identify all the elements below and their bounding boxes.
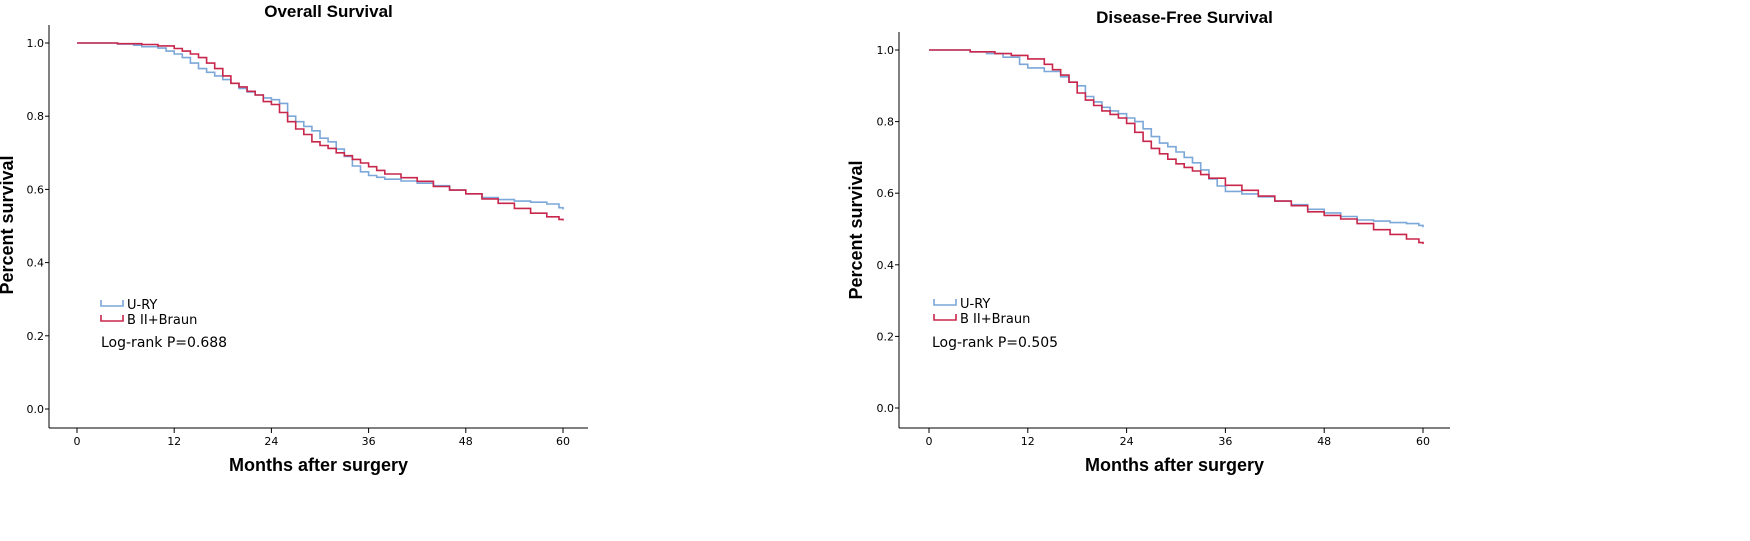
series-line-u-ry: [929, 49, 1424, 228]
x-tick-label: 12: [1021, 435, 1035, 448]
y-tick-label: 0.4: [27, 257, 45, 270]
chart-panel-1: Overall Survival 0 12 24 36 48 60 0.0 0.2 0.4 0.6 0…: [0, 2, 588, 475]
series-line-u-ry: [77, 42, 564, 210]
x-axis-title: Months after surgery: [229, 455, 408, 475]
chart-panel-2: Disease-Free Survival 0 12 24 36 48 60 0.0 0.2 0.…: [846, 8, 1450, 475]
x-tick-label: 60: [556, 435, 570, 448]
y-tick-label: 0.2: [877, 330, 895, 343]
legend-label: U-RY: [960, 297, 990, 312]
y-axis-title: Percent survival: [0, 155, 17, 294]
legend-swatch: [933, 299, 957, 306]
series-line-b-ii-braun: [929, 49, 1424, 244]
y-tick-label: 0.6: [877, 187, 895, 200]
x-tick-label: 48: [1317, 435, 1331, 448]
legend-swatch: [100, 315, 124, 322]
x-axis-title: Months after surgery: [1085, 455, 1264, 475]
x-tick-label: 48: [459, 435, 473, 448]
y-tick-label: 0.0: [877, 402, 895, 415]
legend-label: B II+Braun: [127, 313, 197, 328]
y-tick-label: 1.0: [27, 37, 45, 50]
log-rank-annotation: Log-rank P=0.688: [101, 335, 227, 351]
y-tick-label: 0.4: [877, 259, 895, 272]
chart-title: Overall Survival: [264, 2, 393, 21]
x-tick-label: 0: [926, 435, 933, 448]
log-rank-annotation: Log-rank P=0.505: [932, 335, 1058, 351]
y-tick-label: 0.8: [877, 116, 895, 129]
legend-label: U-RY: [127, 298, 157, 313]
x-tick-label: 36: [1218, 435, 1232, 448]
legend-swatch: [100, 300, 124, 307]
legend-swatch: [933, 314, 957, 321]
y-tick-label: 0.6: [27, 183, 45, 196]
y-tick-label: 0.0: [27, 403, 45, 416]
y-tick-label: 1.0: [877, 44, 895, 57]
x-tick-label: 24: [264, 435, 278, 448]
x-tick-label: 36: [362, 435, 376, 448]
x-tick-label: 60: [1416, 435, 1430, 448]
legend-label: B II+Braun: [960, 312, 1030, 327]
series-line-b-ii-braun: [77, 42, 564, 221]
x-tick-label: 12: [167, 435, 181, 448]
y-tick-label: 0.2: [27, 330, 45, 343]
y-axis-title: Percent survival: [846, 160, 866, 299]
y-tick-label: 0.8: [27, 110, 45, 123]
x-tick-label: 24: [1120, 435, 1134, 448]
x-tick-label: 0: [74, 435, 81, 448]
chart-title: Disease-Free Survival: [1096, 8, 1273, 27]
